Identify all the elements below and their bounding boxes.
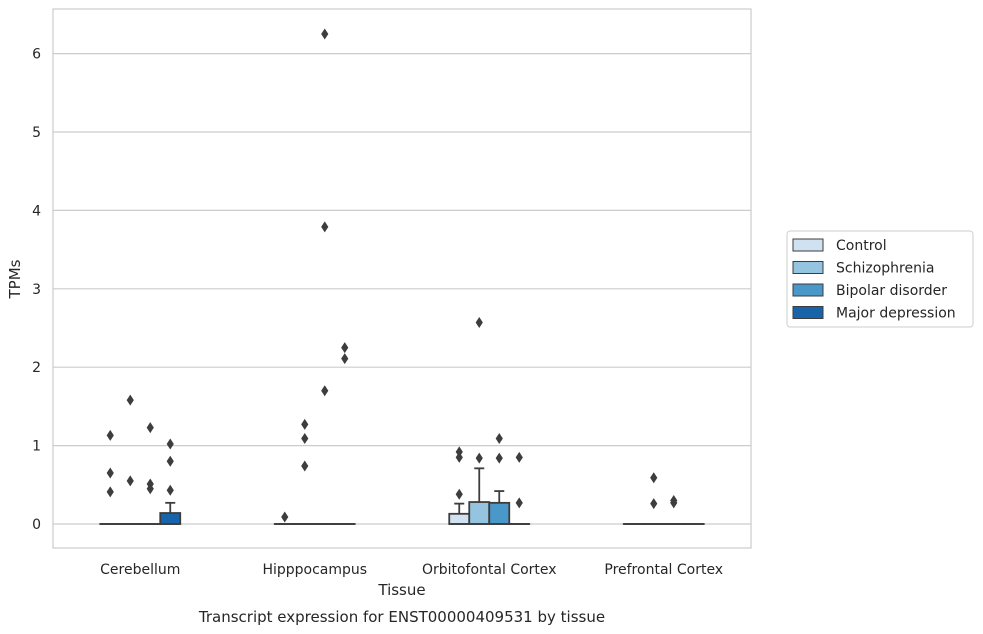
outlier-point bbox=[321, 28, 329, 40]
legend-frame bbox=[786, 230, 974, 328]
y-axis-label: TPMs bbox=[6, 259, 24, 299]
outlier-point bbox=[126, 394, 134, 406]
x-tick-label-2: Orbitofontal Cortex bbox=[422, 562, 557, 578]
outlier-point bbox=[106, 486, 114, 498]
y-tick-label-3: 3 bbox=[32, 282, 41, 298]
box-2-3 bbox=[662, 494, 685, 525]
plot-frame bbox=[52, 8, 752, 549]
box-body bbox=[488, 501, 511, 525]
legend-label-0: Control bbox=[836, 238, 887, 254]
legend: Control Schizophrenia Bipolar disorder Majo… bbox=[786, 230, 974, 328]
chart-caption: Transcript expression for ENST0000040953… bbox=[198, 608, 605, 626]
outlier-point bbox=[495, 452, 503, 464]
box-0-1 bbox=[273, 511, 296, 525]
box-1-3 bbox=[642, 472, 665, 525]
legend-swatch-3 bbox=[792, 306, 824, 319]
legend-label-1: Schizophrenia bbox=[836, 261, 934, 277]
outlier-point bbox=[495, 433, 503, 445]
outlier-point bbox=[650, 472, 658, 484]
legend-label-2: Bipolar disorder bbox=[836, 283, 947, 299]
box-body bbox=[468, 501, 491, 525]
box-3-1 bbox=[333, 342, 356, 525]
outlier-point bbox=[106, 429, 114, 441]
outlier-point bbox=[341, 353, 349, 365]
x-tick-label-0: Cerebellum bbox=[100, 562, 180, 578]
outlier-point bbox=[166, 484, 174, 496]
box-2-1 bbox=[313, 28, 336, 525]
legend-label-3: Major depression bbox=[836, 306, 956, 322]
outlier-point bbox=[650, 498, 658, 510]
y-tick-label-2: 2 bbox=[32, 360, 41, 376]
outlier-point bbox=[455, 446, 463, 458]
legend-swatch-2 bbox=[792, 283, 824, 297]
x-axis-label: Tissue bbox=[377, 581, 425, 599]
y-tick-label-1: 1 bbox=[32, 439, 41, 455]
outlier-point bbox=[126, 475, 134, 487]
box-0-2 bbox=[448, 446, 471, 525]
x-tick-label-1: Hipppocampus bbox=[262, 562, 367, 578]
y-tick-label-6: 6 bbox=[32, 47, 41, 63]
outlier-point bbox=[166, 438, 174, 450]
x-tick-label-3: Prefrontal Cortex bbox=[604, 562, 723, 578]
box-1-2 bbox=[468, 317, 491, 525]
box-2-0 bbox=[139, 422, 162, 525]
outlier-point bbox=[146, 478, 154, 490]
outlier-point bbox=[321, 221, 329, 233]
box-1-1 bbox=[293, 418, 316, 525]
outlier-point bbox=[341, 342, 349, 354]
legend-swatch-0 bbox=[792, 238, 824, 252]
gridlines bbox=[53, 52, 751, 525]
box-0-0 bbox=[99, 429, 122, 525]
box-3-2 bbox=[508, 451, 531, 525]
box-1-0 bbox=[119, 394, 142, 525]
y-tick-label-4: 4 bbox=[32, 203, 41, 219]
legend-swatch-1 bbox=[792, 261, 824, 274]
outlier-point bbox=[515, 497, 523, 509]
outlier-point bbox=[301, 433, 309, 445]
outlier-point bbox=[281, 511, 289, 523]
outlier-point bbox=[321, 385, 329, 397]
outlier-point bbox=[166, 455, 174, 467]
outlier-point bbox=[301, 418, 309, 430]
outlier-point bbox=[146, 422, 154, 434]
outlier-point bbox=[301, 460, 309, 472]
data-marks bbox=[99, 28, 705, 525]
outlier-point bbox=[455, 488, 463, 500]
y-tick-label-0: 0 bbox=[32, 517, 41, 533]
outlier-point bbox=[106, 467, 114, 479]
outlier-point bbox=[515, 451, 523, 463]
box-body bbox=[448, 512, 471, 525]
y-tick-label-5: 5 bbox=[32, 125, 41, 141]
outlier-point bbox=[475, 452, 483, 464]
y-axis-ticks: 0 1 2 3 4 5 6 bbox=[32, 47, 41, 533]
outlier-point bbox=[670, 494, 678, 506]
box-body bbox=[159, 512, 182, 525]
x-axis-ticks: Cerebellum Hipppocampus Orbitofontal Corte… bbox=[100, 562, 723, 578]
box-3-0 bbox=[159, 438, 182, 525]
outlier-point bbox=[475, 317, 483, 329]
box-2-2 bbox=[488, 433, 511, 525]
